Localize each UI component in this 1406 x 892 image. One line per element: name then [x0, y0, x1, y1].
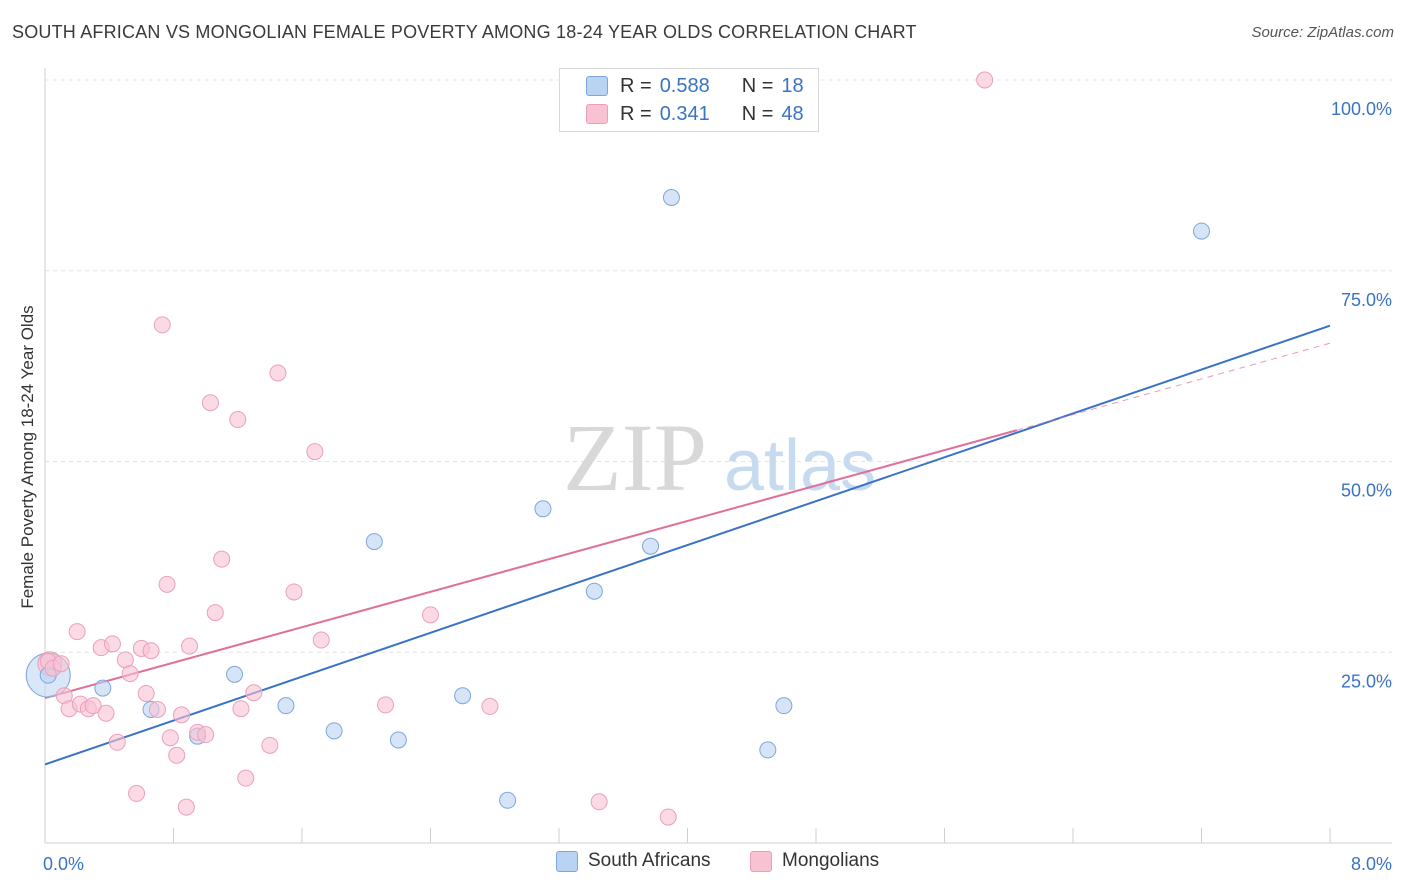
watermark: ZIP atlas	[563, 404, 876, 511]
legend-swatch-blue	[586, 76, 608, 96]
point-mongolians	[659, 808, 677, 826]
point-mongolians	[153, 316, 171, 334]
point-south-africans	[389, 731, 407, 749]
point-mongolians	[237, 769, 255, 787]
legend-row-south-africans: R = 0.588 N = 18	[586, 73, 804, 99]
chart-title: SOUTH AFRICAN VS MONGOLIAN FEMALE POVERT…	[12, 22, 917, 42]
point-mongolians	[128, 784, 146, 802]
point-mongolians	[121, 665, 139, 683]
point-south-africans	[277, 697, 295, 715]
point-mongolians	[97, 704, 115, 722]
series-legend: South Africans Mongolians	[0, 850, 1406, 880]
legend-r-label: R =	[620, 74, 652, 97]
point-mongolians	[158, 575, 176, 593]
legend-n-label: N =	[741, 102, 774, 125]
point-mongolians	[206, 604, 224, 622]
y-tick-label: 50.0%	[1341, 481, 1392, 501]
point-south-africans	[454, 687, 472, 705]
legend-swatch-pink	[750, 850, 772, 872]
watermark-zip: ZIP	[563, 404, 707, 511]
point-mongolians	[52, 655, 70, 673]
correlation-legend: R = 0.588 N = 18 R = 0.341 N = 48	[559, 68, 819, 132]
watermark-atlas: atlas	[724, 426, 876, 506]
trend-line-south-africans	[44, 324, 1331, 766]
point-south-africans	[94, 679, 112, 697]
y-tick-label: 100.0%	[1331, 99, 1392, 119]
point-south-africans	[759, 741, 777, 759]
point-mongolians	[976, 71, 994, 89]
trend-line-mongolians	[44, 429, 1018, 699]
point-south-africans	[534, 500, 552, 518]
legend-n-value: 48	[781, 102, 804, 125]
point-mongolians	[306, 443, 324, 461]
point-mongolians	[232, 700, 250, 718]
legend-n-label: N =	[741, 74, 774, 97]
point-mongolians	[269, 364, 287, 382]
point-south-africans	[226, 665, 244, 683]
point-south-africans	[499, 791, 517, 809]
point-mongolians	[285, 583, 303, 601]
source-label: Source: ZipAtlas.com	[1251, 24, 1394, 41]
point-mongolians	[590, 793, 608, 811]
point-mongolians	[261, 736, 279, 754]
tick-labels: 25.0% 50.0% 75.0% 100.0% 0.0% 8.0%	[43, 99, 1392, 874]
point-mongolians	[177, 798, 195, 816]
y-tick-label: 75.0%	[1341, 290, 1392, 310]
point-south-africans	[365, 533, 383, 551]
point-mongolians	[137, 684, 155, 702]
legend-r-label: R =	[620, 102, 652, 125]
x-tick-label: 8.0%	[1351, 854, 1392, 874]
y-axis-label: Female Poverty Among 18-24 Year Olds	[18, 305, 37, 609]
point-mongolians	[181, 637, 199, 655]
point-mongolians	[108, 733, 126, 751]
legend-n-value: 18	[781, 74, 804, 97]
trend-line-dashed-mongolians	[1016, 342, 1331, 431]
point-mongolians	[197, 726, 215, 744]
x-tick-label: 0.0%	[43, 854, 84, 874]
point-mongolians	[68, 623, 86, 641]
point-mongolians	[168, 746, 186, 764]
legend-item-south-africans: South Africans	[556, 850, 711, 872]
gridlines	[45, 79, 1392, 653]
point-mongolians	[148, 700, 166, 718]
point-mongolians	[161, 729, 179, 747]
point-mongolians	[481, 697, 499, 715]
legend-item-mongolians: Mongolians	[750, 850, 879, 872]
point-south-africans	[775, 697, 793, 715]
axes	[44, 68, 1392, 844]
point-mongolians	[312, 631, 330, 649]
point-mongolians	[229, 411, 247, 429]
trend-lines	[44, 324, 1331, 766]
data-points	[25, 71, 1210, 826]
point-mongolians	[422, 606, 439, 624]
point-mongolians	[84, 697, 102, 715]
point-south-africans	[325, 722, 343, 740]
point-mongolians	[213, 550, 231, 568]
legend-r-value: 0.588	[659, 74, 710, 97]
legend-r-value: 0.341	[659, 102, 710, 125]
legend-swatch-blue	[556, 850, 578, 872]
point-mongolians	[377, 696, 395, 714]
point-south-africans	[1193, 222, 1210, 240]
point-mongolians	[173, 706, 191, 724]
point-south-africans	[642, 537, 660, 555]
legend-row-mongolians: R = 0.341 N = 48	[586, 101, 804, 127]
point-mongolians	[245, 684, 263, 702]
legend-swatch-pink	[586, 104, 608, 124]
y-tick-label: 25.0%	[1341, 671, 1392, 691]
legend-label-south-africans: South Africans	[588, 850, 711, 871]
point-mongolians	[142, 642, 160, 660]
legend-label-mongolians: Mongolians	[782, 850, 880, 871]
point-mongolians	[201, 394, 219, 412]
point-south-africans	[662, 189, 680, 207]
point-mongolians	[103, 635, 121, 653]
point-south-africans	[585, 582, 603, 600]
